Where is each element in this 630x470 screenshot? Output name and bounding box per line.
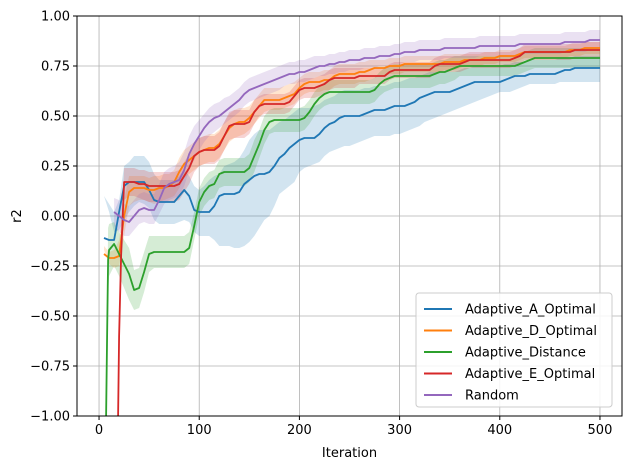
line-adaptive-a-optimal — [103, 67, 600, 241]
legend: Adaptive_A_Optimal Adaptive_D_Optimal Adap… — [415, 292, 613, 408]
x-tick-label: 0 — [95, 423, 103, 438]
y-tick-label: 0.50 — [41, 110, 70, 125]
legend-label-adaptive-e-optimal: Adaptive_E_Optimal — [465, 367, 595, 382]
x-tick-label: 500 — [588, 423, 613, 438]
band-random — [114, 30, 600, 236]
legend-label-adaptive-distance: Adaptive_Distance — [465, 346, 586, 361]
line-random — [113, 39, 600, 223]
confidence-bands — [104, 30, 600, 416]
band-adaptive-a-optimal — [104, 56, 600, 248]
legend-box — [415, 292, 613, 408]
axis-ticks: 0 100 200 300 400 500 −1.00 −0.75 −0.50 −0.25 0.00… — [30, 10, 612, 439]
legend-label-adaptive-a-optimal: Adaptive_A_Optimal — [465, 303, 596, 318]
line-adaptive-e-optimal — [117, 49, 600, 416]
y-tick-label: −0.25 — [30, 260, 70, 275]
y-axis-label: r2 — [10, 209, 25, 223]
x-tick-label: 400 — [487, 423, 512, 438]
x-axis-label: Iteration — [322, 446, 377, 461]
x-tick-label: 200 — [287, 423, 312, 438]
y-tick-label: 0.25 — [41, 160, 70, 175]
series-lines — [103, 39, 600, 416]
line-adaptive-distance — [105, 57, 600, 416]
y-tick-label: −0.75 — [30, 360, 70, 375]
legend-label-random: Random — [465, 389, 519, 404]
x-tick-label: 300 — [387, 423, 412, 438]
x-tick-label: 100 — [187, 423, 212, 438]
band-adaptive-d-optimal — [104, 42, 600, 268]
legend-label-adaptive-d-optimal: Adaptive_D_Optimal — [465, 324, 597, 339]
y-tick-label: −0.50 — [30, 310, 70, 325]
band-adaptive-e-optimal — [118, 42, 600, 416]
y-tick-label: 0.75 — [41, 60, 70, 75]
y-tick-label: 0.00 — [41, 210, 70, 225]
y-tick-label: 1.00 — [41, 10, 70, 25]
y-tick-label: −1.00 — [30, 410, 70, 425]
